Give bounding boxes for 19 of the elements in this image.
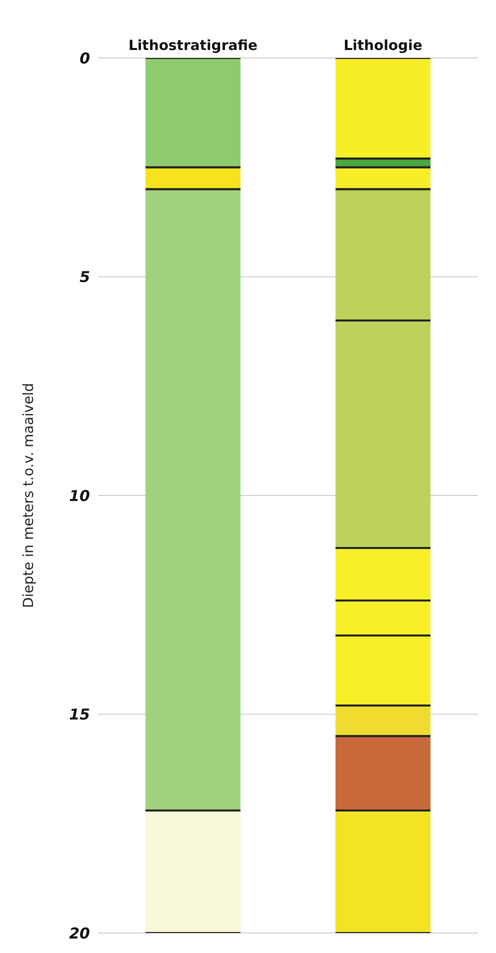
y-tick-label: 0 — [80, 49, 90, 68]
bar — [336, 600, 430, 636]
y-tick-label: 20 — [69, 924, 90, 942]
bar — [336, 636, 430, 706]
bar — [336, 736, 430, 810]
bar — [146, 189, 240, 810]
y-axis-title: Diepte in meters t.o.v. maaiveld — [20, 383, 37, 608]
x-tick-label: Lithologie — [344, 38, 422, 54]
bar — [146, 810, 240, 933]
y-tick-label: 10 — [69, 486, 90, 505]
bar — [336, 548, 430, 600]
bar — [336, 810, 430, 933]
bar — [146, 58, 240, 168]
bar — [336, 706, 430, 736]
bar — [336, 320, 430, 548]
y-tick-label: 15 — [69, 706, 90, 724]
bar — [146, 167, 240, 190]
y-tick-label: 5 — [80, 268, 90, 286]
x-tick-label: Lithostratigrafie — [128, 38, 258, 54]
